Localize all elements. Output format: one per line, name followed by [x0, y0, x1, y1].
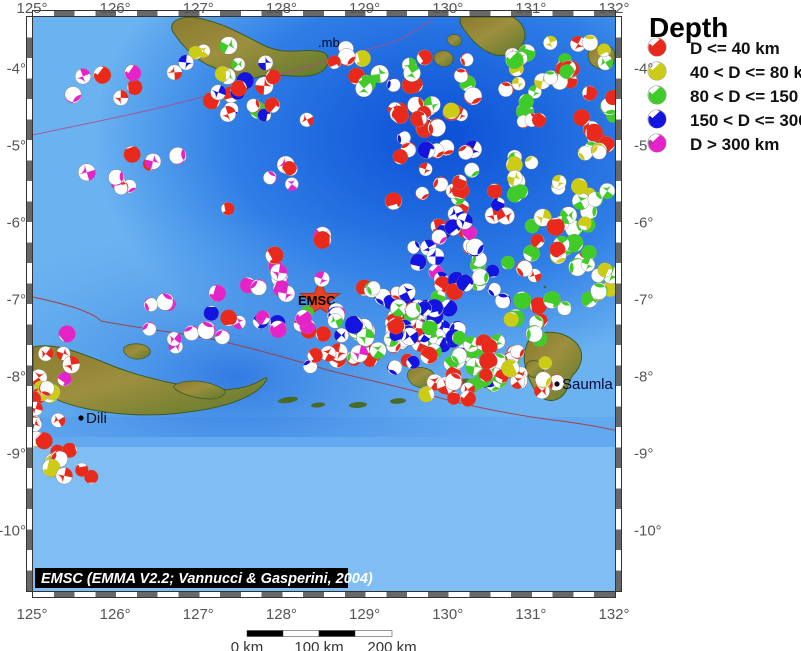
svg-text:100 km: 100 km — [294, 639, 343, 651]
svg-text:0 km: 0 km — [231, 639, 264, 651]
svg-text:200 km: 200 km — [367, 639, 416, 651]
